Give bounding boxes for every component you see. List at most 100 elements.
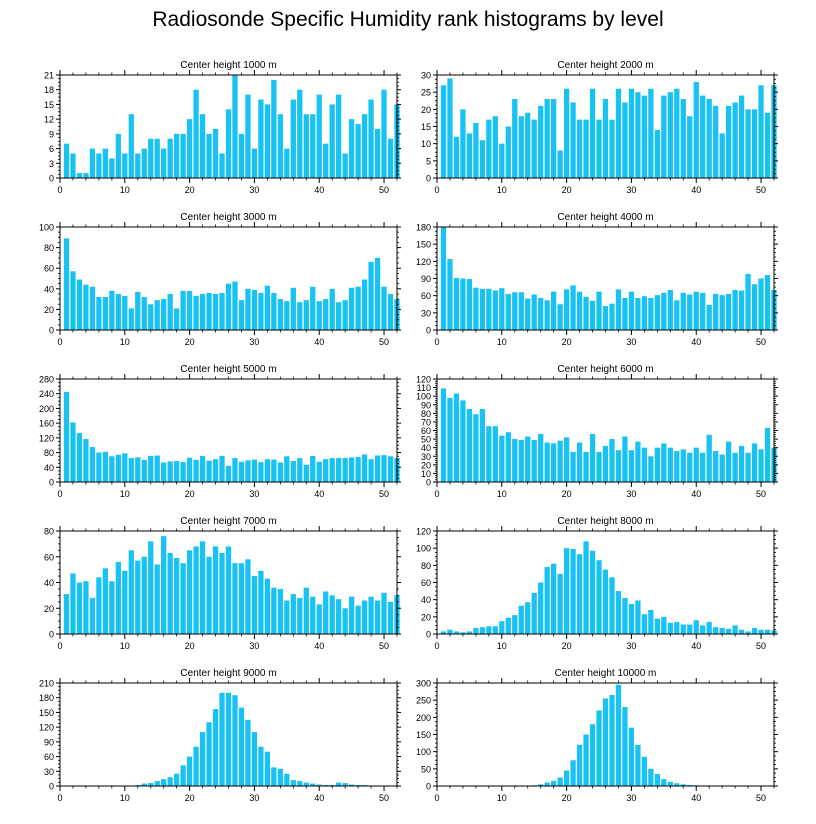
bar [453,277,460,330]
bar [589,433,596,482]
bar [277,114,283,178]
bar [310,455,316,482]
bar [544,99,550,178]
bar [700,292,706,330]
y-tick-label: 150 [416,730,431,740]
bar [174,558,180,634]
bar [738,95,745,178]
bar [628,450,635,482]
y-tick-label: 100 [416,544,431,554]
bar [466,631,473,634]
bar [96,153,102,178]
x-tick-label: 40 [691,641,701,651]
panel-5: Center height 5000 m04080120160200240280… [39,364,401,499]
bar [70,153,76,178]
bar [479,288,486,330]
bar [512,292,518,330]
y-tick-label: 160 [39,419,54,429]
bar [570,285,576,330]
bar [538,433,544,482]
y-tick-label: 150 [416,240,431,250]
bar [277,768,283,786]
bar [758,85,764,178]
bar [271,459,277,482]
bar [290,99,296,178]
x-tick-label: 50 [756,793,766,803]
bar [628,88,635,178]
bar [531,439,537,482]
bar [518,605,524,634]
bar [348,784,355,786]
x-tick-label: 50 [756,337,766,347]
bar [290,594,296,634]
bar [128,458,134,482]
y-tick-label: 0 [426,782,431,792]
bar [122,453,128,482]
bar [109,290,115,330]
bar [310,114,316,178]
bar [161,148,167,178]
bar [303,114,309,178]
bar [680,449,686,482]
panel-8: Center height 8000 m 0 20 40 60 80 100 120 0 10 20… [416,516,778,651]
bar [297,89,303,178]
bar [725,628,732,634]
bar [622,707,628,786]
y-tick-label: 280 [39,375,54,385]
bar [219,292,225,330]
bar [336,458,342,482]
bar [635,92,641,178]
bar [538,784,544,786]
x-tick-label: 30 [626,185,636,195]
bar [661,292,667,330]
bar [141,148,147,178]
bar [764,112,771,178]
bar [148,455,154,482]
bar [245,460,251,482]
bar [570,549,576,634]
x-tick-label: 40 [314,793,324,803]
bar [635,297,641,330]
bar [764,275,771,330]
y-tick-label: 20 [44,604,54,614]
bar [738,629,745,634]
y-tick-label: 120 [416,527,431,537]
y-tick-label: 40 [44,463,54,473]
x-tick-label: 0 [434,185,439,195]
bar [148,541,154,634]
bar [284,456,290,482]
bar [538,582,544,634]
bar [342,608,348,634]
bar [693,81,699,178]
bar [609,439,615,482]
panel-6: Center height 6000 m01020304050607080901… [416,364,778,499]
bar [596,119,602,178]
bar [284,301,290,330]
x-tick-label: 10 [120,185,130,195]
y-tick-label: 30 [421,71,431,81]
bar [531,294,537,330]
bar [225,283,232,330]
bar [303,464,309,482]
y-tick-label: 40 [44,578,54,588]
y-tick-label: 20 [421,612,431,622]
bar [115,133,121,178]
x-tick-label: 0 [57,337,62,347]
bar [368,99,374,178]
bar [161,779,167,786]
bar [486,119,492,178]
bar [180,563,186,634]
bar [602,305,609,330]
bar [440,388,447,482]
bar [96,297,102,330]
bar [154,300,160,330]
bar [148,304,154,330]
y-tick-label: 21 [44,71,54,81]
bar [83,284,89,330]
y-tick-label: 6 [49,144,54,154]
y-tick-label: 210 [39,679,54,689]
bar [557,440,563,482]
bar [447,78,453,178]
bar [361,600,368,634]
bar [440,227,447,330]
